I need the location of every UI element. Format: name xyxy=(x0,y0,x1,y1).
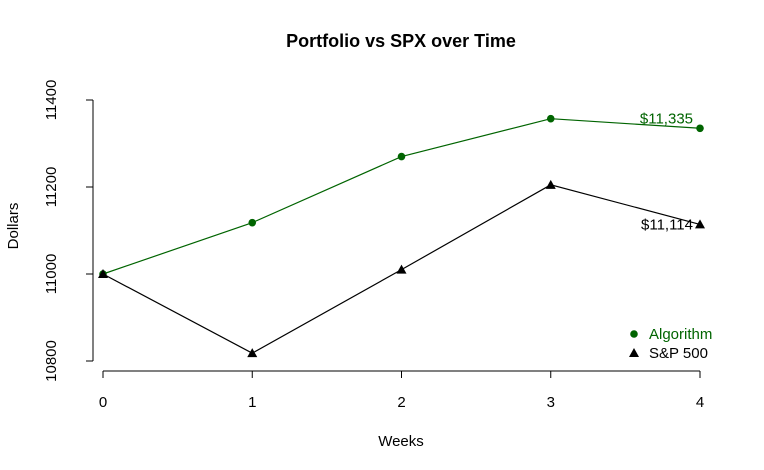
algorithm-point xyxy=(248,218,257,227)
algorithm-point xyxy=(546,114,555,123)
end-value-annotations: $11,335 $11,114 xyxy=(640,110,693,233)
sp500-point xyxy=(396,264,407,274)
x-tick-label: 0 xyxy=(99,394,107,411)
algorithm-point xyxy=(397,152,406,161)
algorithm-end-label: $11,335 xyxy=(640,110,693,127)
y-tick-label: 11200 xyxy=(43,167,60,208)
series-line-algorithm xyxy=(102,118,701,275)
sp500-point xyxy=(247,348,258,358)
x-tick-label: 3 xyxy=(547,394,555,411)
y-axis-label: Dollars xyxy=(5,203,22,250)
x-tick-label: 4 xyxy=(696,394,704,411)
series-layer xyxy=(98,114,705,358)
sp500-point xyxy=(695,219,705,229)
x-tick-label: 1 xyxy=(248,394,256,411)
legend-label-sp500: S&P 500 xyxy=(649,345,708,362)
sp500-end-label: $11,114 xyxy=(641,216,693,233)
legend: Algorithm S&P 500 xyxy=(629,326,712,362)
algorithm-point xyxy=(696,124,704,133)
sp500-point xyxy=(545,179,556,189)
legend-label-algorithm: Algorithm xyxy=(649,326,712,343)
y-tick-label: 10800 xyxy=(43,340,60,382)
x-axis: 0 1 2 3 4 xyxy=(99,370,704,411)
y-tick-label: 11000 xyxy=(43,254,60,295)
y-axis: 10800 11000 11200 11400 xyxy=(43,80,94,382)
x-axis-label: Weeks xyxy=(378,433,424,450)
legend-marker-algorithm xyxy=(630,330,638,338)
y-tick-label: 11400 xyxy=(43,80,60,121)
x-tick-label: 2 xyxy=(397,394,405,411)
chart-title: Portfolio vs SPX over Time xyxy=(286,31,516,51)
legend-marker-sp500 xyxy=(629,348,639,357)
sp500-point xyxy=(98,269,108,278)
